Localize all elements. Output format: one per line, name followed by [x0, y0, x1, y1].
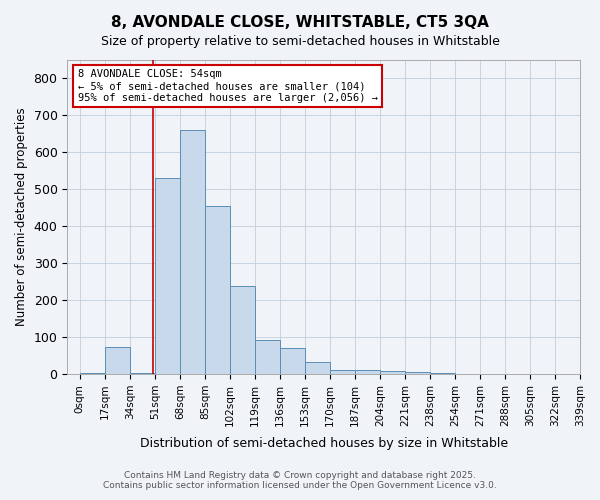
X-axis label: Distribution of semi-detached houses by size in Whitstable: Distribution of semi-detached houses by …	[140, 437, 508, 450]
Bar	[230, 286, 255, 374]
Text: Size of property relative to semi-detached houses in Whitstable: Size of property relative to semi-detach…	[101, 35, 499, 48]
Text: 8 AVONDALE CLOSE: 54sqm
← 5% of semi-detached houses are smaller (104)
95% of se: 8 AVONDALE CLOSE: 54sqm ← 5% of semi-det…	[77, 70, 377, 102]
Bar	[205, 206, 230, 374]
Bar	[105, 347, 130, 374]
Text: Contains HM Land Registry data © Crown copyright and database right 2025.
Contai: Contains HM Land Registry data © Crown c…	[103, 470, 497, 490]
Text: 8, AVONDALE CLOSE, WHITSTABLE, CT5 3QA: 8, AVONDALE CLOSE, WHITSTABLE, CT5 3QA	[111, 15, 489, 30]
Bar	[255, 340, 280, 374]
Bar	[355, 370, 380, 374]
Y-axis label: Number of semi-detached properties: Number of semi-detached properties	[15, 108, 28, 326]
Bar	[430, 372, 455, 374]
Bar	[280, 348, 305, 374]
Bar	[330, 370, 355, 374]
Bar	[380, 371, 405, 374]
Bar	[80, 372, 105, 374]
Bar	[405, 372, 430, 374]
Bar	[155, 178, 180, 374]
Bar	[180, 130, 205, 374]
Bar	[305, 362, 330, 374]
